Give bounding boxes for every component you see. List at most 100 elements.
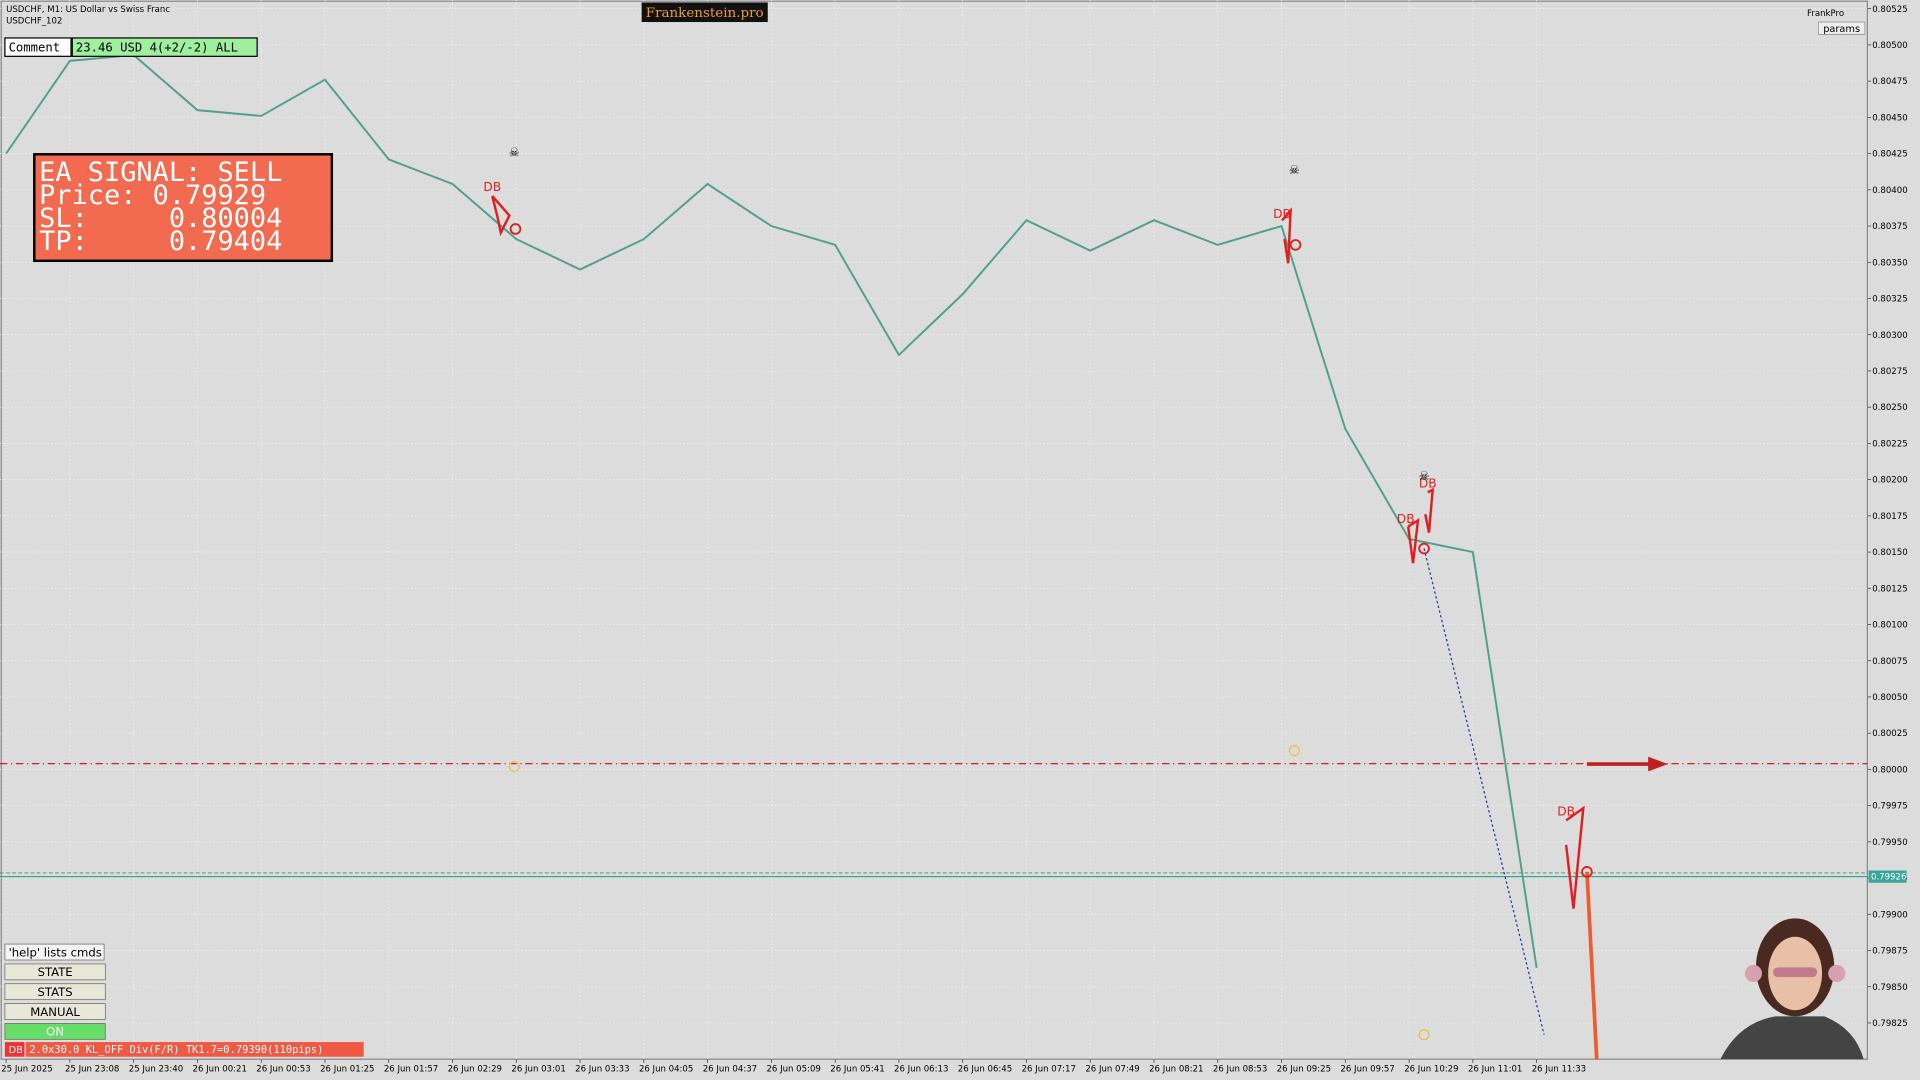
x-tick-label: 26 Jun 03:01 <box>511 1064 565 1074</box>
annotation: DB <box>1419 476 1437 490</box>
y-tick-label: 0.80150 <box>1872 548 1907 558</box>
signal-line: EA SIGNAL: SELL <box>39 157 282 188</box>
x-tick-label: 26 Jun 10:29 <box>1404 1064 1458 1074</box>
x-tick-label: 26 Jun 09:57 <box>1340 1064 1394 1074</box>
x-tick-label: 25 Jun 23:08 <box>65 1064 119 1074</box>
x-tick-label: 26 Jun 03:33 <box>575 1064 629 1074</box>
marker <box>509 223 522 235</box>
y-tick-label: 0.80525 <box>1872 5 1907 15</box>
tp-path <box>1585 871 1599 1060</box>
skull-icon: ☠ <box>509 146 520 160</box>
y-tick-label: 0.80200 <box>1872 476 1907 486</box>
avatar <box>1720 918 1864 1060</box>
params-button[interactable] <box>1818 21 1866 35</box>
button-label[interactable]: ON <box>46 1025 64 1039</box>
x-tick-label: 26 Jun 08:53 <box>1213 1064 1267 1074</box>
button[interactable] <box>4 983 106 1001</box>
axis-panel <box>1868 0 1920 1080</box>
y-tick-label: 0.80025 <box>1872 729 1907 739</box>
marker <box>1288 745 1300 757</box>
marker <box>1581 866 1593 878</box>
status-tag-box <box>4 1042 25 1057</box>
y-tick-label: 0.79875 <box>1872 947 1907 957</box>
x-tick-label: 26 Jun 06:13 <box>894 1064 948 1074</box>
x-tick-label: 26 Jun 11:01 <box>1468 1064 1522 1074</box>
y-tick-label: 0.80450 <box>1872 113 1907 123</box>
symbol-title: USDCHF, M1: US Dollar vs Swiss Franc <box>6 5 170 15</box>
button[interactable] <box>4 1023 106 1040</box>
x-tick-label: 25 Jun 2025 <box>1 1064 53 1074</box>
status-bar <box>25 1042 364 1057</box>
button-label: 'help' lists cmds <box>9 945 102 959</box>
y-tick-label: 0.80475 <box>1872 77 1907 87</box>
x-tick-label: 26 Jun 08:21 <box>1149 1064 1203 1074</box>
x-tick-label: 26 Jun 09:25 <box>1277 1064 1331 1074</box>
x-tick-label: 26 Jun 01:25 <box>320 1064 374 1074</box>
y-tick-label: 0.80325 <box>1872 295 1907 305</box>
buttons: 'help' lists cmds STATE STATS MANUAL ON <box>4 943 106 1040</box>
y-tick-label: 0.80125 <box>1872 584 1907 594</box>
y-tick-label: 0.80050 <box>1872 693 1907 703</box>
params-label[interactable]: params <box>1823 24 1860 35</box>
y-tick-label: 0.80400 <box>1872 186 1907 196</box>
annotation: DB <box>1273 207 1291 221</box>
x-tick-label: 26 Jun 00:21 <box>193 1064 247 1074</box>
db-shape <box>1406 518 1420 564</box>
comment-value-box <box>71 37 258 57</box>
y-tick-label: 0.80250 <box>1872 403 1907 413</box>
status-tag: DB <box>9 1045 24 1056</box>
db-shape <box>1564 805 1585 909</box>
user: FrankPro <box>1807 9 1844 19</box>
x-tick-label: 25 Jun 23:40 <box>129 1064 183 1074</box>
button-label[interactable]: STATE <box>38 965 73 979</box>
price-label-box <box>1868 870 1907 883</box>
comment-label: Comment <box>9 40 61 54</box>
annotation: DB <box>1557 805 1575 819</box>
x-tick-label: 26 Jun 00:53 <box>256 1064 310 1074</box>
y-tick-label: 0.80300 <box>1872 331 1907 341</box>
brand: Frankenstein.pro <box>646 6 764 21</box>
button-label[interactable]: MANUAL <box>30 1005 80 1019</box>
y-tick-label: 0.79950 <box>1872 838 1907 848</box>
arrow-head <box>1648 756 1668 772</box>
button[interactable] <box>4 1003 106 1020</box>
comment-value: 23.46 USD 4(+2/-2) ALL <box>76 40 238 54</box>
y-tick-label: 0.80275 <box>1872 367 1907 377</box>
x-tick-label: 26 Jun 06:45 <box>958 1064 1012 1074</box>
button[interactable] <box>4 963 106 981</box>
db-shape <box>1281 207 1292 264</box>
y-tick-label: 0.80500 <box>1872 41 1907 51</box>
trend-line <box>1423 548 1545 1035</box>
x-tick-label: 26 Jun 11:33 <box>1532 1064 1586 1074</box>
button-label[interactable]: STATS <box>38 985 73 999</box>
y-tick-label: 0.79900 <box>1872 910 1907 920</box>
y-tick-label: 0.80350 <box>1872 258 1907 268</box>
y-tick-label: 0.79850 <box>1872 983 1907 993</box>
marker <box>1289 239 1302 251</box>
marker <box>1418 1029 1430 1041</box>
db-shape <box>1424 487 1435 533</box>
x-tick-label: 26 Jun 02:29 <box>448 1064 502 1074</box>
annotation: DB <box>483 180 501 194</box>
button <box>4 943 105 961</box>
signal-box <box>33 153 334 263</box>
status-text: 2.0x30.0 KL_OFF Div(F/R) TK1.7=0.79390(1… <box>29 1044 323 1056</box>
y-tick-label: 0.80000 <box>1872 765 1907 775</box>
symbol-sub: USDCHF_102 <box>6 16 62 26</box>
marker <box>508 761 520 773</box>
x-tick-label: 26 Jun 01:57 <box>384 1064 438 1074</box>
y-tick-label: 0.80175 <box>1872 512 1907 522</box>
y-tick-label: 0.80225 <box>1872 439 1907 449</box>
x-tick-label: 26 Jun 04:37 <box>703 1064 757 1074</box>
series: 0.79926 DB DB DB DB DB <box>0 54 1907 969</box>
x-tick-label: 26 Jun 04:05 <box>639 1064 693 1074</box>
x-tick-label: 26 Jun 05:09 <box>766 1064 820 1074</box>
signal-line: TP: 0.79404 <box>39 226 282 257</box>
db-shape <box>491 195 511 237</box>
x-tick-label: 26 Jun 07:49 <box>1085 1064 1139 1074</box>
y-tick-label: 0.80425 <box>1872 150 1907 160</box>
